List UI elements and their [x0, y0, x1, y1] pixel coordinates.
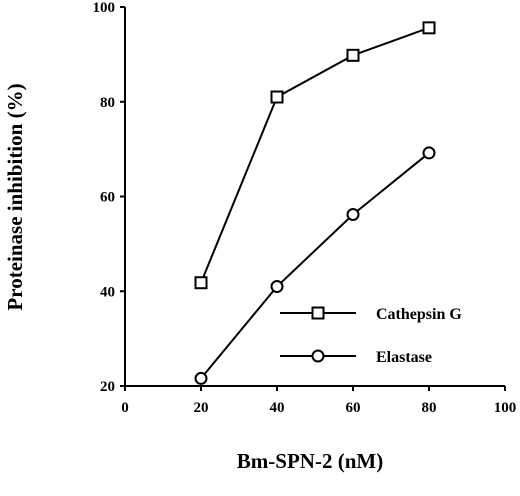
- x-tick-label: 40: [270, 400, 285, 416]
- axis-ticks: 0 20 40 60 80 100 20 40 60 80 100: [93, 0, 517, 416]
- data-series: [194, 21, 436, 385]
- data-point-circle: [346, 208, 360, 222]
- y-axis-title: Proteinase inhibition (%): [3, 83, 27, 310]
- y-tick-label: 60: [100, 190, 115, 206]
- data-point-circle: [270, 280, 284, 294]
- data-point-square: [194, 276, 208, 290]
- legend-label: Elastase: [376, 349, 432, 366]
- data-point-square: [311, 306, 325, 320]
- x-tick-label: 100: [494, 400, 517, 416]
- data-point-square: [422, 21, 436, 35]
- x-tick-label: 0: [121, 400, 129, 416]
- axes: [124, 7, 505, 387]
- y-tick-label: 20: [100, 379, 115, 395]
- series-line: [200, 26, 430, 284]
- legend-label: Cathepsin G: [376, 306, 462, 323]
- legend: Cathepsin G Elastase: [280, 306, 462, 366]
- x-tick-label: 80: [422, 400, 437, 416]
- data-point-circle: [194, 371, 208, 385]
- x-tick-label: 60: [346, 400, 361, 416]
- y-tick-label: 80: [100, 95, 115, 111]
- series-elastase: [194, 146, 436, 385]
- data-point-circle: [311, 349, 325, 363]
- data-point-circle: [422, 146, 436, 160]
- data-point-square: [270, 90, 284, 104]
- data-point-square: [346, 48, 360, 62]
- x-tick-label: 20: [194, 400, 209, 416]
- series-cathepsin-g: [194, 21, 436, 290]
- y-tick-label: 100: [93, 0, 116, 16]
- y-tick-label: 40: [100, 284, 115, 300]
- series-line: [200, 152, 430, 380]
- x-axis-title: Bm-SPN-2 (nM): [237, 449, 383, 473]
